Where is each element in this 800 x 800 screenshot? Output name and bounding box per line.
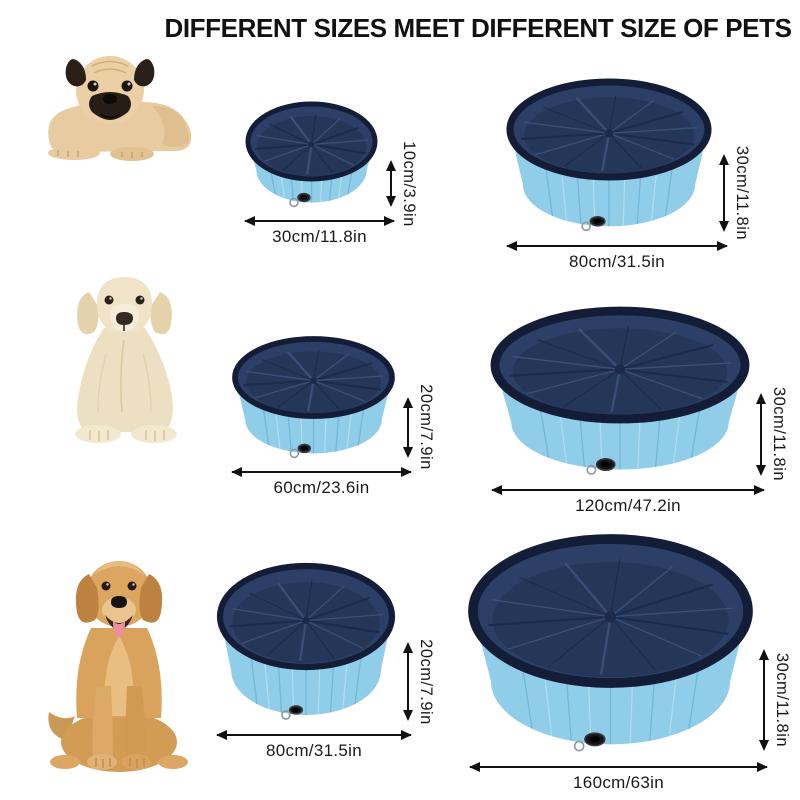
pool-diameter-label: 160cm/63in [573,773,664,792]
pool-height-label: 30cm/11.8in [770,387,788,482]
page-title: DIFFERENT SIZES MEET DIFFERENT SIZE OF P… [164,13,792,43]
height-dimension-arrow [758,648,769,751]
pool-height-label: 30cm/11.8in [733,145,751,240]
diameter-dimension-arrow [216,729,412,740]
pool-image [505,76,713,243]
golden-retriever-image [38,536,200,781]
labrador-image [42,262,207,447]
pool-diameter-label: 30cm/11.8in [272,227,367,246]
pug-image [22,44,202,164]
pool-diameter-label: 80cm/31.5in [569,252,665,271]
diameter-dimension-arrow [244,215,395,226]
pool-image [230,333,397,469]
pool-diameter-label: 80cm/31.5in [266,741,362,760]
pool-figure: 30cm/11.8in 80cm/31.5in [505,76,763,281]
pool-image [490,305,750,487]
height-dimension-arrow [402,642,413,721]
height-dimension-arrow [402,396,413,459]
pool-height-label: 10cm/3.9in [400,140,418,227]
height-dimension-arrow [385,160,396,207]
pool-figure: 30cm/11.8in 160cm/63in [468,533,800,799]
pool-height-label: 30cm/11.8in [773,652,791,747]
diameter-dimension-arrow [469,761,768,772]
pool-height-label: 20cm/7.9in [417,638,435,725]
pool-diameter-label: 120cm/47.2in [575,496,681,515]
height-dimension-arrow [718,153,729,233]
pool-image [215,560,397,732]
pool-image [243,98,380,218]
pool-image [468,533,753,764]
pool-figure: 10cm/3.9in 30cm/11.8in [243,98,425,256]
pool-figure: 20cm/7.9in 80cm/31.5in [215,560,448,774]
pool-diameter-label: 60cm/23.6in [273,478,370,497]
diameter-dimension-arrow [491,484,765,495]
pool-figure: 20cm/7.9in 60cm/23.6in [230,333,448,511]
diameter-dimension-arrow [506,240,728,251]
pool-height-label: 20cm/7.9in [417,384,435,471]
pool-figure: 30cm/11.8in 120cm/47.2in [490,305,800,527]
diameter-dimension-arrow [231,466,412,477]
height-dimension-arrow [755,392,766,477]
